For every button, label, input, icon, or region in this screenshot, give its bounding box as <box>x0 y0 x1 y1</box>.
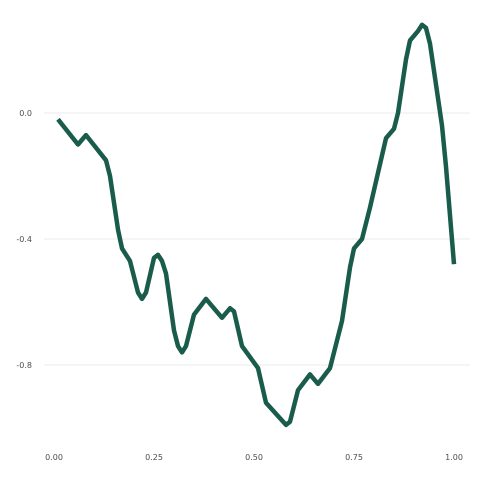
x-tick-label: 0.00 <box>45 453 63 462</box>
y-tick-label: -0.8 <box>16 361 32 370</box>
x-tick-label: 0.75 <box>345 453 363 462</box>
y-axis-ticks: 0.0 -0.4 -0.8 <box>16 109 32 370</box>
y-tick-label: 0.0 <box>19 109 32 118</box>
x-tick-label: 0.50 <box>245 453 263 462</box>
series-line <box>56 22 457 428</box>
series-layer <box>56 22 457 428</box>
grid-lines <box>44 112 470 366</box>
y-tick-label: -0.4 <box>16 235 32 244</box>
x-tick-label: 0.25 <box>145 453 163 462</box>
x-axis-ticks: 0.00 0.25 0.50 0.75 1.00 <box>45 453 463 462</box>
x-tick-label: 1.00 <box>445 453 463 462</box>
